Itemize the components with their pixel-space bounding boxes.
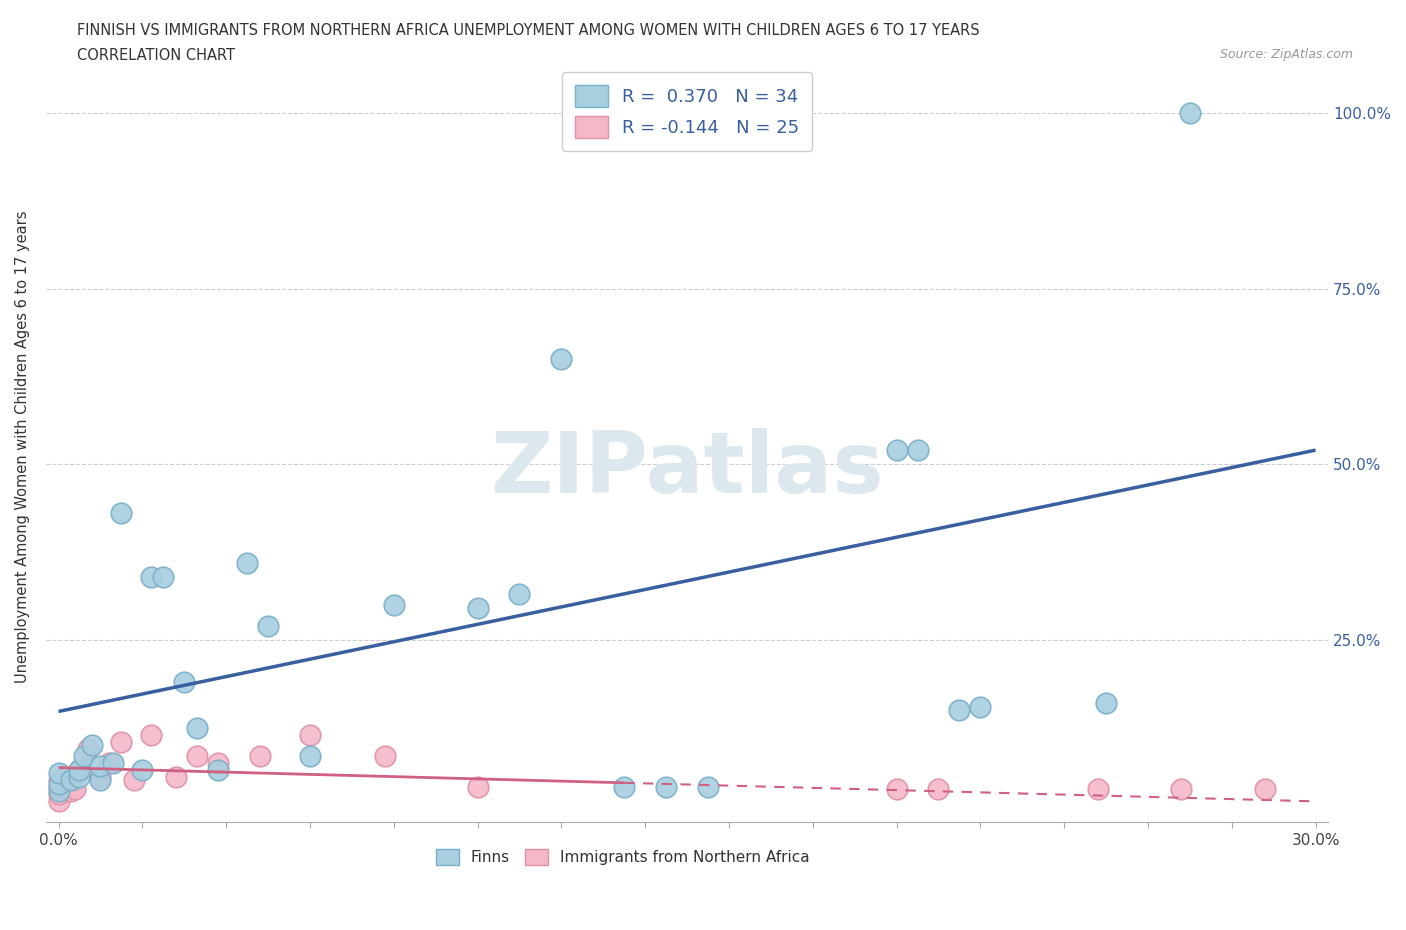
Point: [374, 749, 396, 764]
Point: [186, 720, 208, 735]
Point: [207, 755, 229, 770]
Point: [48, 773, 70, 788]
Point: [249, 749, 271, 764]
Point: [948, 702, 970, 717]
Point: [89, 773, 111, 788]
Point: [48, 787, 70, 802]
Point: [69, 763, 91, 777]
Point: [467, 780, 489, 795]
Point: [48, 783, 70, 798]
Legend: Finns, Immigrants from Northern Africa: Finns, Immigrants from Northern Africa: [430, 843, 817, 871]
Point: [655, 780, 678, 795]
Point: [186, 749, 208, 764]
Point: [173, 674, 195, 689]
Point: [1178, 105, 1201, 120]
Y-axis label: Unemployment Among Women with Children Ages 6 to 17 years: Unemployment Among Women with Children A…: [15, 210, 30, 683]
Point: [139, 727, 162, 742]
Point: [236, 555, 259, 570]
Point: [48, 780, 70, 795]
Point: [152, 569, 174, 584]
Point: [60, 773, 83, 788]
Point: [1095, 696, 1118, 711]
Text: FINNISH VS IMMIGRANTS FROM NORTHERN AFRICA UNEMPLOYMENT AMONG WOMEN WITH CHILDRE: FINNISH VS IMMIGRANTS FROM NORTHERN AFRI…: [77, 23, 980, 38]
Text: Source: ZipAtlas.com: Source: ZipAtlas.com: [1219, 48, 1353, 61]
Point: [48, 777, 70, 791]
Point: [48, 794, 70, 809]
Point: [73, 749, 96, 764]
Text: ZIPatlas: ZIPatlas: [491, 428, 884, 511]
Point: [60, 783, 83, 798]
Point: [697, 780, 720, 795]
Point: [110, 506, 132, 521]
Point: [110, 734, 132, 749]
Text: CORRELATION CHART: CORRELATION CHART: [77, 48, 235, 63]
Point: [1087, 781, 1109, 796]
Point: [122, 773, 145, 788]
Point: [139, 569, 162, 584]
Point: [298, 727, 321, 742]
Point: [886, 443, 908, 458]
Point: [550, 352, 572, 366]
Point: [69, 763, 91, 777]
Point: [80, 737, 103, 752]
Point: [467, 601, 489, 616]
Point: [1254, 781, 1277, 796]
Point: [969, 699, 991, 714]
Point: [101, 755, 124, 770]
Point: [886, 781, 908, 796]
Point: [65, 781, 87, 796]
Point: [207, 763, 229, 777]
Point: [907, 443, 929, 458]
Point: [131, 763, 153, 777]
Point: [69, 769, 91, 784]
Point: [1170, 781, 1192, 796]
Point: [508, 587, 530, 602]
Point: [48, 765, 70, 780]
Point: [89, 759, 111, 774]
Point: [927, 781, 949, 796]
Point: [97, 755, 120, 770]
Point: [257, 618, 280, 633]
Point: [613, 780, 636, 795]
Point: [298, 749, 321, 764]
Point: [382, 597, 405, 612]
Point: [165, 769, 187, 784]
Point: [89, 769, 111, 784]
Point: [76, 741, 98, 756]
